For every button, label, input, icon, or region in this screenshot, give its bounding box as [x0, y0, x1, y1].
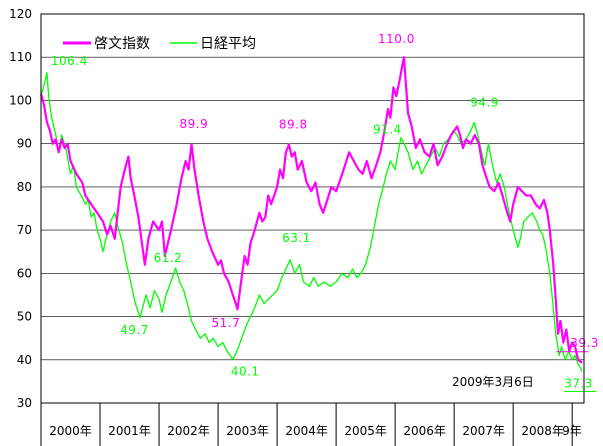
x-category-label: 2001年	[108, 424, 151, 438]
y-tick-label: 60	[17, 266, 32, 280]
y-tick-label: 110	[9, 50, 32, 64]
grid-lines	[41, 56, 584, 361]
x-category-label: 2004年	[285, 424, 328, 438]
annotation-label: 63.1	[282, 231, 311, 245]
date-note: 2009年3月6日	[452, 375, 534, 389]
annotation-label: 110.0	[378, 32, 415, 46]
annotation-label: 89.9	[180, 117, 209, 131]
y-tick-label: 40	[17, 353, 32, 367]
series-line-nikkei	[40, 72, 583, 372]
annotation-label: 94.9	[470, 95, 499, 109]
annotation-label: 40.1	[231, 364, 260, 378]
annotation-label: 49.7	[120, 323, 149, 337]
x-category-label: 2003年	[226, 424, 269, 438]
annotation-label: 106.4	[51, 54, 88, 68]
x-category-label: 9年	[562, 424, 582, 438]
annotation-label: 39.3	[570, 336, 599, 350]
series-lines	[39, 56, 583, 372]
x-category-label: 2008年	[521, 424, 564, 438]
annotation-label: 89.8	[279, 118, 308, 132]
annotation-label: 51.7	[212, 316, 241, 330]
y-axis-ticks: 30 40 50 60 70 80 90 100 110 120	[9, 7, 32, 410]
y-tick-label: 120	[9, 7, 32, 21]
plot-frame	[40, 13, 585, 404]
legend-label-keibun: 啓文指数	[94, 36, 150, 52]
x-category-label: 2007年	[462, 424, 505, 438]
annotation-label: 61.2	[154, 251, 183, 265]
series-line-keibun	[39, 56, 583, 364]
x-category-label: 2005年	[344, 424, 387, 438]
y-tick-label: 80	[17, 180, 32, 194]
legend: 啓文指数 日経平均	[63, 36, 256, 52]
x-category-label: 2000年	[49, 424, 92, 438]
x-category-label: 2006年	[403, 424, 446, 438]
legend-label-nikkei: 日経平均	[200, 36, 256, 52]
y-tick-label: 30	[17, 396, 32, 410]
x-axis-categories: 2000年 2001年 2002年 2003年 2004年 2005年 2006年 2007年…	[40, 403, 582, 446]
x-category-label: 2002年	[167, 424, 210, 438]
y-tick-label: 90	[17, 137, 32, 151]
y-tick-label: 70	[17, 223, 32, 237]
y-tick-label: 100	[9, 93, 32, 107]
y-tick-label: 50	[17, 310, 32, 324]
annotation-label: 37.3	[564, 376, 593, 390]
annotation-label: 91.4	[373, 123, 402, 137]
annotations: 106.4 49.7 61.2 40.1 63.1 91.4 94.9 37.3 89.9 51.…	[51, 32, 599, 392]
